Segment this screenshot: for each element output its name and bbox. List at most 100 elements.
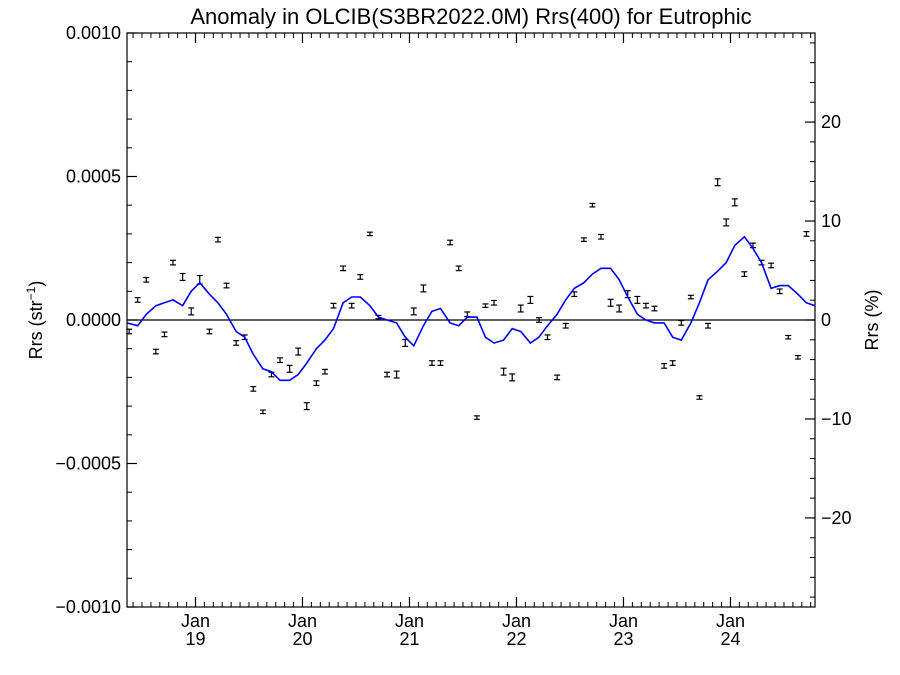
y-tick-label: −0.0010	[55, 597, 121, 617]
y-axis-right-label: Rrs (%)	[862, 290, 882, 351]
y-tick-label: 0.0005	[66, 167, 121, 187]
errorbar-point	[313, 380, 320, 387]
errorbar-point	[768, 262, 775, 269]
errorbar-point	[491, 299, 498, 306]
errorbar-point	[714, 178, 721, 187]
errorbar-point	[143, 276, 150, 283]
minor-ticks	[127, 33, 815, 607]
errorbar-point	[233, 340, 240, 346]
x-tick-year-label: 20	[292, 629, 312, 649]
x-tick-year-label: 22	[506, 629, 526, 649]
errorbar-point	[464, 311, 471, 318]
errorbar-point	[598, 233, 605, 240]
y-axis-left: 0.0010 0.0005 0.0000 −0.0005 −0.0010	[55, 23, 137, 617]
errorbar-point	[705, 322, 712, 329]
y-right-tick-label: 0	[821, 310, 831, 330]
errorbar-point	[785, 334, 792, 340]
errorbar-point	[410, 307, 417, 316]
errorbar-point	[696, 395, 703, 400]
errorbar-point	[321, 368, 328, 375]
errorbar-point	[776, 288, 783, 295]
errorbar-point	[580, 237, 587, 242]
errorbar-point	[642, 302, 649, 309]
errorbar-point	[535, 317, 542, 323]
x-tick-year-label: 19	[185, 629, 205, 649]
errorbar-point	[393, 370, 400, 379]
errorbar-point	[179, 272, 186, 281]
y-tick-label: −0.0005	[55, 454, 121, 474]
errorbar-point	[794, 354, 801, 360]
errorbar-point	[340, 265, 347, 272]
errorbar-point	[562, 322, 569, 329]
errorbar-point	[188, 307, 195, 316]
errorbar-point	[366, 231, 373, 237]
errorbar-point	[259, 409, 266, 415]
errorbar-point	[607, 298, 614, 307]
errorbar-point	[214, 236, 221, 243]
errorbar-point	[634, 295, 641, 304]
errorbar-point	[161, 331, 168, 338]
errorbar-point	[250, 385, 257, 392]
errorbar-point	[277, 357, 284, 364]
x-tick-month-label: Jan	[395, 611, 424, 631]
y-right-tick-label: −20	[821, 508, 852, 528]
y-axis-left-label-text: Rrs (str	[26, 300, 46, 359]
errorbar-point	[206, 328, 213, 335]
errorbar-point	[330, 302, 337, 309]
errorbar-point	[455, 265, 462, 272]
errorbar-point	[295, 347, 302, 356]
x-tick-year-label: 23	[613, 629, 633, 649]
errorbar-point	[741, 271, 748, 277]
errorbar-point	[286, 364, 293, 373]
y-right-tick-label: 10	[821, 211, 841, 231]
errorbar-point	[500, 367, 507, 376]
errorbar-point	[384, 371, 391, 378]
errorbar-point	[126, 328, 133, 335]
x-tick-month-label: Jan	[288, 611, 317, 631]
errorbar-point	[651, 305, 658, 312]
y-right-tick-label: −10	[821, 409, 852, 429]
x-tick-month-label: Jan	[502, 611, 531, 631]
errorbar-point	[803, 231, 810, 237]
errorbar-point	[428, 360, 435, 366]
errorbar-point	[134, 297, 141, 303]
y-tick-label: 0.0000	[66, 310, 121, 330]
errorbar-point	[402, 338, 409, 348]
errorbar-point	[482, 303, 489, 308]
y-axis-left-label-close: )	[26, 281, 46, 287]
errorbar-point	[357, 274, 364, 280]
errorbar-point	[669, 360, 676, 366]
y-axis-left-label-superscript: −1	[24, 286, 38, 300]
errorbar-point	[348, 302, 355, 309]
errorbar-point	[678, 319, 685, 326]
errorbar-point	[509, 373, 516, 382]
errorbar-point	[170, 259, 177, 266]
errorbar-point	[447, 239, 454, 246]
errorbar-point	[616, 304, 623, 313]
errorbar-point	[687, 294, 694, 300]
errorbar-point	[554, 374, 561, 381]
errorbar-point	[661, 363, 668, 369]
x-tick-month-label: Jan	[716, 611, 745, 631]
errorbar-point	[544, 334, 551, 341]
errorbar-point	[437, 360, 444, 366]
errorbar-point	[517, 304, 524, 313]
x-tick-month-label: Jan	[609, 611, 638, 631]
y-tick-label: 0.0010	[66, 23, 121, 43]
smoothed-anomaly-line	[126, 235, 816, 382]
errorbar-point	[589, 202, 596, 208]
errorbar-point	[473, 415, 480, 420]
y-right-tick-label: 20	[821, 112, 841, 132]
errorbar-point	[527, 295, 534, 304]
errorbar-point	[303, 402, 310, 411]
x-tick-year-label: 24	[720, 629, 740, 649]
chart-title: Anomaly in OLCIB(S3BR2022.0M) Rrs(400) f…	[190, 4, 751, 29]
errorbar-series	[126, 178, 810, 420]
errorbar-point	[723, 218, 730, 227]
x-tick-month-label: Jan	[181, 611, 210, 631]
x-tick-year-label: 21	[399, 629, 419, 649]
errorbar-point	[223, 282, 230, 289]
errorbar-point	[420, 284, 427, 293]
